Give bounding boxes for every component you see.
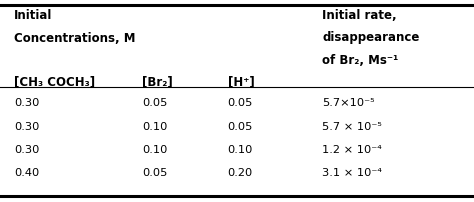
Text: 0.05: 0.05 (228, 98, 253, 108)
Text: 0.05: 0.05 (228, 121, 253, 131)
Text: 1.2 × 10⁻⁴: 1.2 × 10⁻⁴ (322, 144, 382, 154)
Text: [Br₂]: [Br₂] (142, 75, 173, 88)
Text: [CH₃ COCH₃]: [CH₃ COCH₃] (14, 75, 95, 88)
Text: 0.40: 0.40 (14, 168, 39, 178)
Text: 0.20: 0.20 (228, 168, 253, 178)
Text: disappearance: disappearance (322, 31, 419, 44)
Text: 5.7×10⁻⁵: 5.7×10⁻⁵ (322, 98, 375, 108)
Text: Concentrations, M: Concentrations, M (14, 32, 136, 45)
Text: 0.10: 0.10 (228, 144, 253, 154)
Text: 3.1 × 10⁻⁴: 3.1 × 10⁻⁴ (322, 168, 382, 178)
Text: 0.30: 0.30 (14, 121, 40, 131)
Text: 0.05: 0.05 (142, 168, 168, 178)
Text: 0.10: 0.10 (142, 144, 168, 154)
Text: Initial: Initial (14, 9, 53, 22)
Text: 0.05: 0.05 (142, 98, 168, 108)
Text: [H⁺]: [H⁺] (228, 75, 254, 88)
Text: 0.30: 0.30 (14, 144, 40, 154)
Text: 0.30: 0.30 (14, 98, 40, 108)
Text: 5.7 × 10⁻⁵: 5.7 × 10⁻⁵ (322, 121, 382, 131)
Text: 0.10: 0.10 (142, 121, 168, 131)
Text: Initial rate,: Initial rate, (322, 9, 397, 22)
Text: of Br₂, Ms⁻¹: of Br₂, Ms⁻¹ (322, 54, 399, 66)
